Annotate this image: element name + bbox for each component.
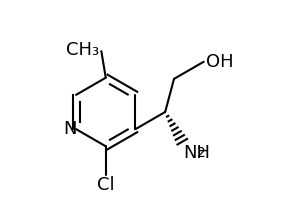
Text: CH₃: CH₃ (66, 41, 99, 59)
Text: Cl: Cl (97, 176, 115, 194)
Text: OH: OH (206, 53, 234, 71)
Text: 2: 2 (197, 146, 206, 160)
Text: NH: NH (183, 144, 210, 162)
Text: N: N (63, 120, 76, 138)
